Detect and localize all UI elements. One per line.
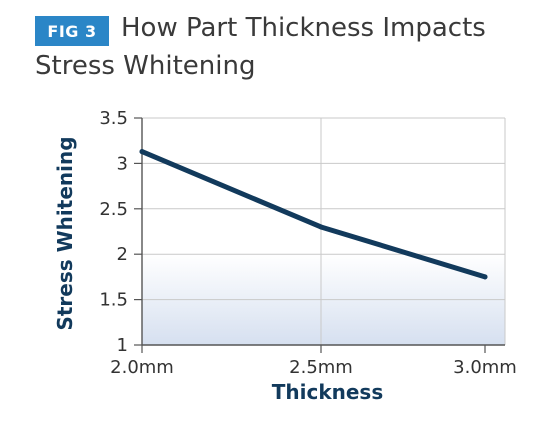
- y-tick-label: 1: [117, 335, 128, 356]
- y-tick-label: 2: [117, 244, 128, 265]
- y-tick-label: 3.5: [99, 108, 128, 129]
- y-tick-label: 2.5: [99, 199, 128, 220]
- x-tick-label: 2.5mm: [289, 357, 353, 378]
- x-tick-label: 2.0mm: [110, 357, 174, 378]
- y-axis-title: Stress Whitening: [53, 136, 77, 330]
- y-tick-label: 1.5: [99, 290, 128, 311]
- data-point: [318, 224, 324, 230]
- x-tick-label: 3.0mm: [453, 357, 517, 378]
- x-axis-title: Thickness: [272, 380, 384, 404]
- data-point: [139, 149, 145, 155]
- chart-title-line1: How Part Thickness Impacts: [121, 13, 486, 43]
- data-point: [482, 274, 488, 280]
- y-tick-label: 3: [117, 153, 128, 174]
- chart-title-line2: Stress Whitening: [35, 51, 256, 81]
- figure-badge: FIG 3: [35, 16, 109, 46]
